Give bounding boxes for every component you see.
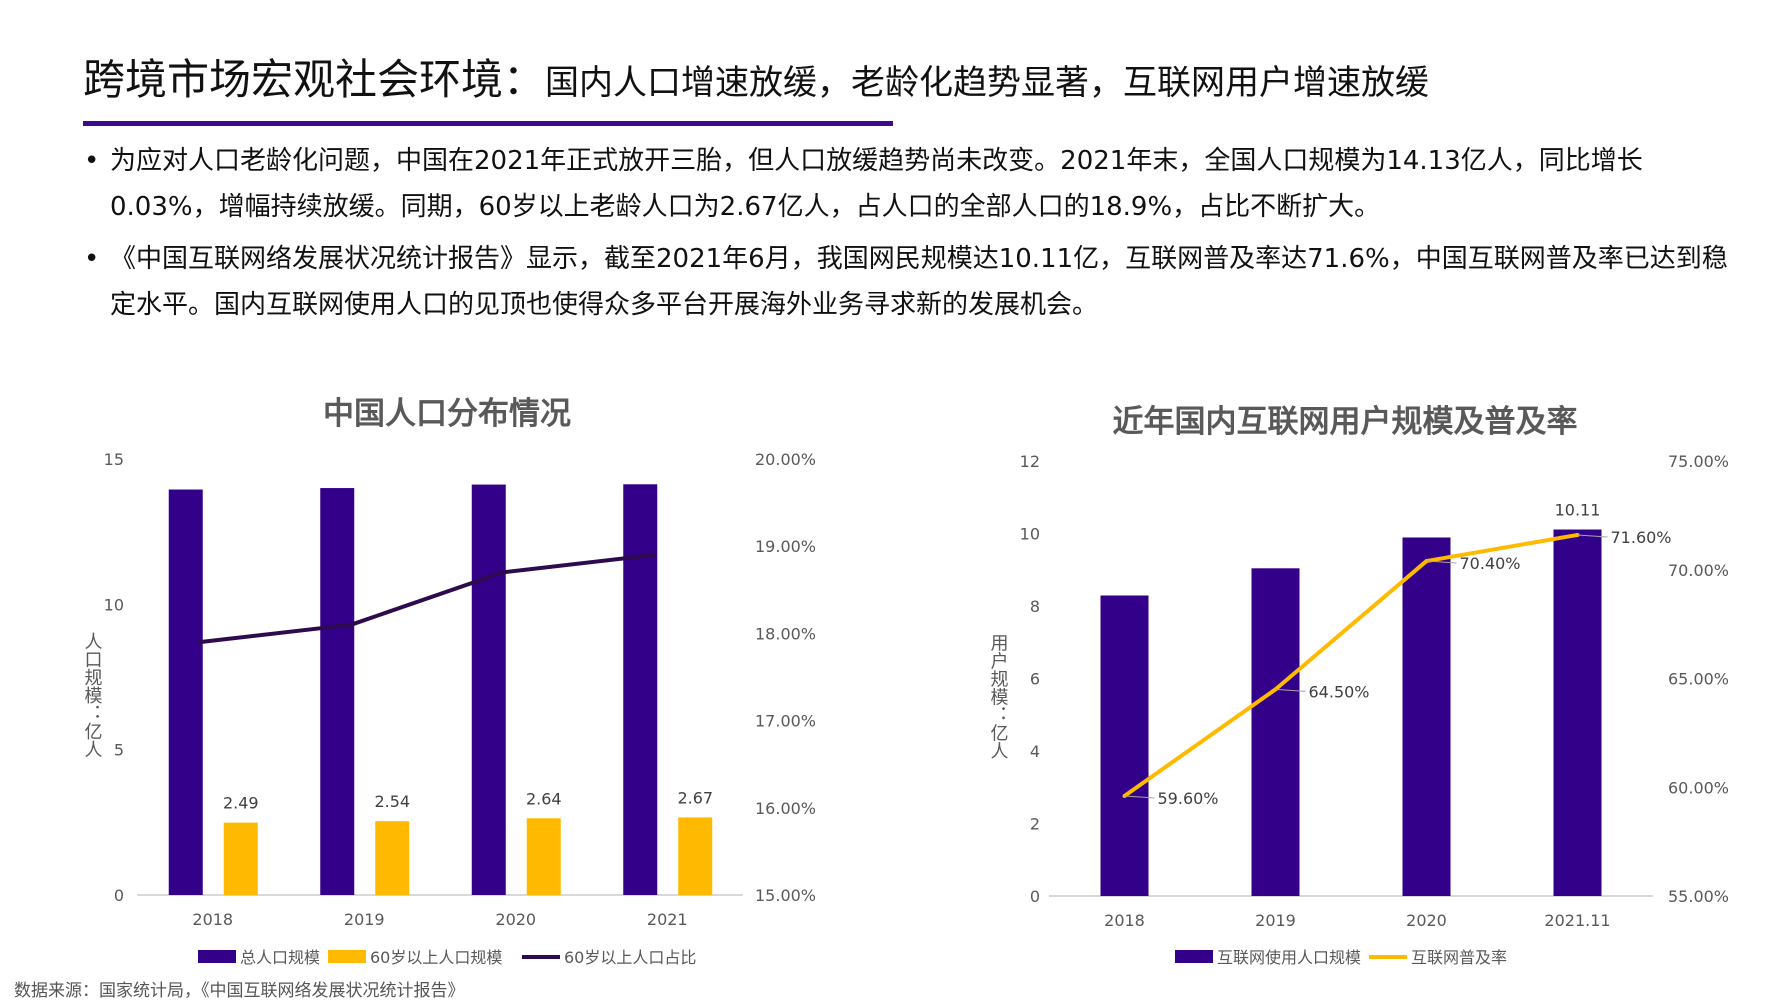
y-tick-label: 8: [1030, 597, 1040, 616]
y2-tick-label: 16.00%: [755, 799, 816, 818]
y-tick-label: 10: [104, 595, 124, 614]
bar-60岁以上人口规模: [526, 818, 561, 895]
y-tick-label: 0: [114, 886, 124, 905]
bar-60岁以上人口规模: [678, 817, 713, 895]
bar-互联网使用人口规模: [1553, 529, 1602, 896]
data-label: 10.11: [1555, 501, 1601, 520]
y2-tick-label: 18.00%: [755, 624, 816, 643]
page-title: 跨境市场宏观社会环境：国内人口增速放缓，老龄化趋势显著，互联网用户增速放缓: [83, 46, 1429, 107]
bar-总人口规模: [168, 489, 203, 895]
legend-label: 60岁以上人口占比: [564, 948, 696, 967]
data-label: 2.49: [223, 794, 259, 813]
x-tick-label: 2018: [192, 910, 233, 929]
leader-line: [1124, 795, 1155, 799]
x-tick-label: 2019: [344, 910, 385, 929]
legend-label: 互联网使用人口规模: [1217, 948, 1361, 967]
y-tick-label: 4: [1030, 742, 1040, 761]
bullet-dot-icon: •: [84, 244, 100, 274]
chart-title: 中国人口分布情况: [323, 396, 571, 432]
bullet-text: 《中国互联网络发展状况统计报告》显示，截至2021年6月，我国网民规模达10.1…: [110, 244, 1728, 320]
leader-line: [1426, 560, 1457, 564]
y2-tick-label: 19.00%: [755, 537, 816, 556]
legend-swatch: [198, 950, 236, 963]
bar-60岁以上人口规模: [375, 821, 410, 895]
bar-互联网使用人口规模: [1251, 568, 1300, 896]
y-tick-label: 12: [1020, 452, 1040, 471]
y2-tick-label: 60.00%: [1668, 778, 1729, 797]
x-tick-label: 2020: [1406, 911, 1447, 930]
chart-title: 近年国内互联网用户规模及普及率: [1113, 404, 1578, 440]
y2-tick-label: 55.00%: [1668, 887, 1729, 906]
title-rest: 国内人口增速放缓，老龄化趋势显著，互联网用户增速放缓: [545, 63, 1430, 103]
title-underline: [83, 121, 893, 126]
legend-label: 互联网普及率: [1411, 948, 1507, 967]
line-60岁以上人口占比: [199, 552, 655, 645]
line-point: [197, 640, 202, 645]
x-tick-label: 2019: [1255, 911, 1296, 930]
data-source: 数据来源：国家统计局，《中国互联网络发展状况统计报告》: [14, 981, 465, 1000]
legend-swatch: [328, 950, 366, 963]
x-tick-label: 2021.11: [1544, 911, 1610, 930]
x-tick-label: 2018: [1104, 911, 1145, 930]
bar-互联网使用人口规模: [1100, 595, 1149, 896]
y-tick-label: 0: [1030, 887, 1040, 906]
bullet-list: • 为应对人口老龄化问题，中国在2021年正式放开三胎，但人口放缓趋势尚未改变。2…: [84, 138, 1734, 334]
y2-tick-label: 20.00%: [755, 450, 816, 469]
bar-60岁以上人口规模: [223, 822, 258, 895]
title-lead: 跨境市场宏观社会环境：: [83, 55, 546, 104]
bar-总人口规模: [320, 488, 355, 895]
bullet-item: • 为应对人口老龄化问题，中国在2021年正式放开三胎，但人口放缓趋势尚未改变。2…: [84, 138, 1734, 230]
data-label: 59.60%: [1158, 789, 1219, 808]
y-tick-label: 15: [104, 450, 124, 469]
leader-line: [1577, 534, 1608, 538]
bullet-text: 为应对人口老龄化问题，中国在2021年正式放开三胎，但人口放缓趋势尚未改变。20…: [110, 146, 1643, 222]
legend-swatch: [1175, 950, 1213, 963]
y-axis-label: 用户规模：亿人: [988, 634, 1009, 760]
x-tick-label: 2020: [495, 910, 536, 929]
y2-tick-label: 17.00%: [755, 712, 816, 731]
y2-tick-label: 75.00%: [1668, 452, 1729, 471]
data-label: 2.54: [374, 792, 410, 811]
y2-tick-label: 15.00%: [755, 886, 816, 905]
bar-总人口规模: [623, 484, 658, 895]
y-tick-label: 6: [1030, 670, 1040, 689]
legend-label: 总人口规模: [240, 948, 320, 967]
line-point: [500, 570, 505, 575]
data-label: 64.50%: [1309, 682, 1370, 701]
data-label: 2.67: [677, 788, 713, 807]
data-label: 71.60%: [1611, 528, 1672, 547]
line-point: [349, 622, 354, 627]
y2-tick-label: 65.00%: [1668, 670, 1729, 689]
leader-line: [1275, 688, 1306, 692]
bar-互联网使用人口规模: [1402, 537, 1451, 896]
y2-tick-label: 70.00%: [1668, 561, 1729, 580]
x-tick-label: 2021: [647, 910, 688, 929]
bar-总人口规模: [471, 484, 506, 895]
line-互联网普及率: [1123, 532, 1578, 798]
y-axis-label: 人口规模：亿人: [82, 632, 103, 758]
legend-label: 60岁以上人口规模: [370, 948, 502, 967]
y-tick-label: 2: [1030, 815, 1040, 834]
bullet-item: • 《中国互联网络发展状况统计报告》显示，截至2021年6月，我国网民规模达10.…: [84, 236, 1734, 328]
y-tick-label: 10: [1020, 525, 1040, 544]
y-tick-label: 5: [114, 741, 124, 760]
bullet-dot-icon: •: [84, 146, 100, 176]
line-point: [652, 552, 657, 557]
data-label: 2.64: [526, 789, 562, 808]
data-label: 70.40%: [1460, 554, 1521, 573]
